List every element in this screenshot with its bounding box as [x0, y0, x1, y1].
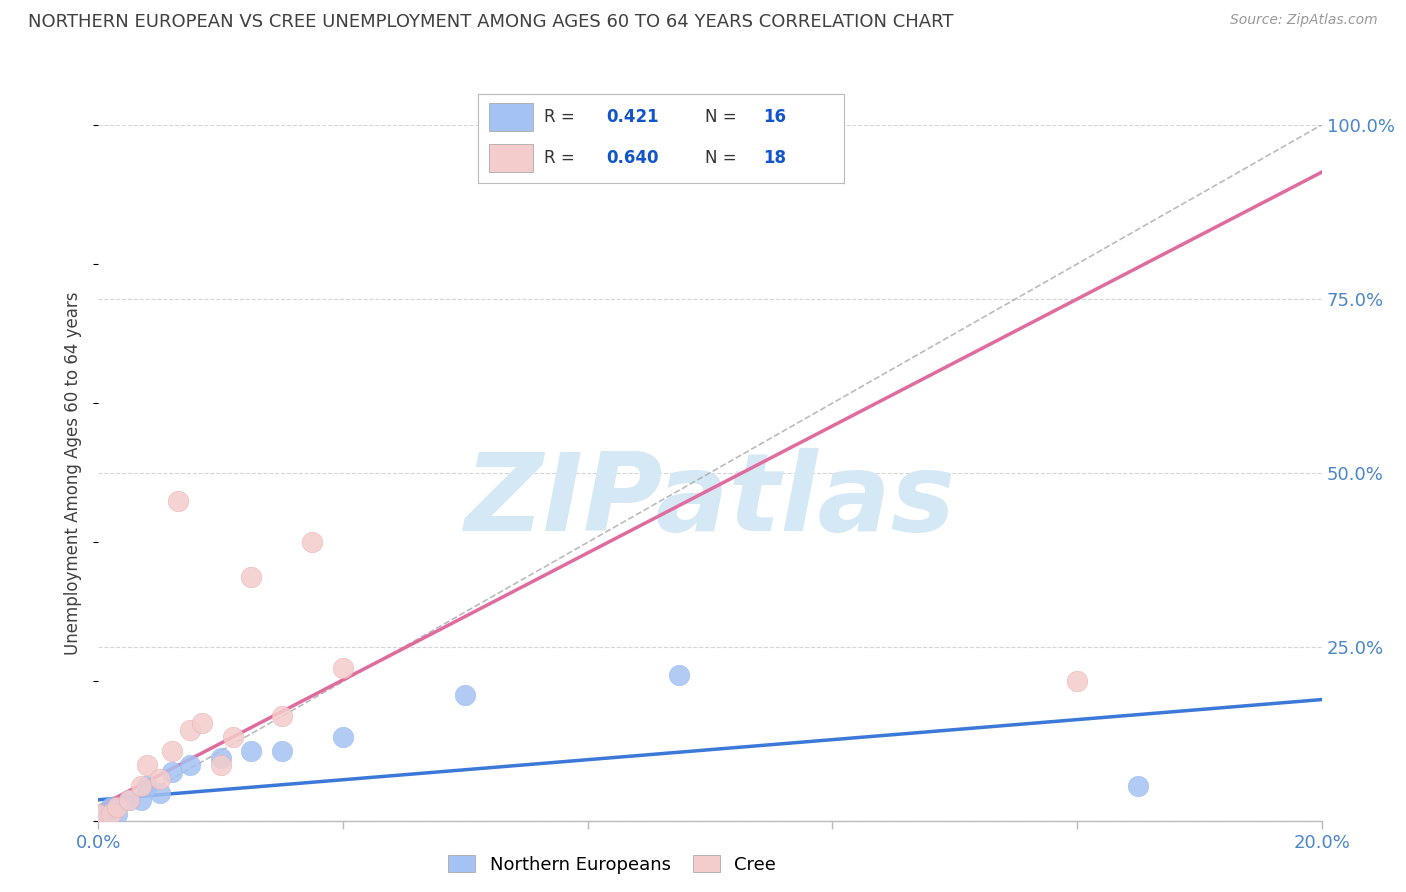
Point — [100, 799, 122, 814]
Point — [129, 779, 152, 793]
Point — [160, 744, 183, 758]
Point — [105, 806, 128, 821]
Point — [167, 493, 190, 508]
Point — [179, 758, 201, 772]
Point — [1128, 779, 1150, 793]
Point — [105, 799, 128, 814]
Text: ZIPatlas: ZIPatlas — [464, 448, 956, 554]
Point — [149, 772, 172, 786]
Point — [240, 570, 263, 584]
Point — [270, 744, 292, 758]
Point — [332, 730, 354, 744]
FancyBboxPatch shape — [489, 144, 533, 172]
Point — [454, 689, 477, 703]
Text: NORTHERN EUROPEAN VS CREE UNEMPLOYMENT AMONG AGES 60 TO 64 YEARS CORRELATION CHA: NORTHERN EUROPEAN VS CREE UNEMPLOYMENT A… — [28, 13, 953, 31]
Text: N =: N = — [704, 108, 737, 126]
Y-axis label: Unemployment Among Ages 60 to 64 years: Unemployment Among Ages 60 to 64 years — [65, 291, 83, 655]
Point — [222, 730, 245, 744]
Point — [160, 764, 183, 779]
Text: R =: R = — [544, 149, 575, 167]
Point — [87, 806, 110, 821]
Legend: Northern Europeans, Cree: Northern Europeans, Cree — [441, 848, 783, 881]
Point — [332, 660, 354, 674]
Text: R =: R = — [544, 108, 575, 126]
Text: N =: N = — [704, 149, 737, 167]
Point — [270, 709, 292, 723]
Point — [179, 723, 201, 738]
Point — [191, 716, 214, 731]
Point — [240, 744, 263, 758]
Point — [209, 758, 232, 772]
Text: 16: 16 — [763, 108, 786, 126]
Point — [118, 793, 141, 807]
Point — [118, 793, 141, 807]
Text: 0.421: 0.421 — [606, 108, 658, 126]
Point — [100, 806, 122, 821]
Text: 18: 18 — [763, 149, 786, 167]
Point — [129, 793, 152, 807]
Point — [136, 779, 159, 793]
Text: Source: ZipAtlas.com: Source: ZipAtlas.com — [1230, 13, 1378, 28]
Point — [1066, 674, 1088, 689]
Text: 0.640: 0.640 — [606, 149, 658, 167]
Point — [668, 667, 690, 681]
Point — [136, 758, 159, 772]
FancyBboxPatch shape — [489, 103, 533, 131]
Point — [209, 751, 232, 765]
Point — [87, 806, 110, 821]
Point — [301, 535, 323, 549]
Point — [149, 786, 172, 800]
